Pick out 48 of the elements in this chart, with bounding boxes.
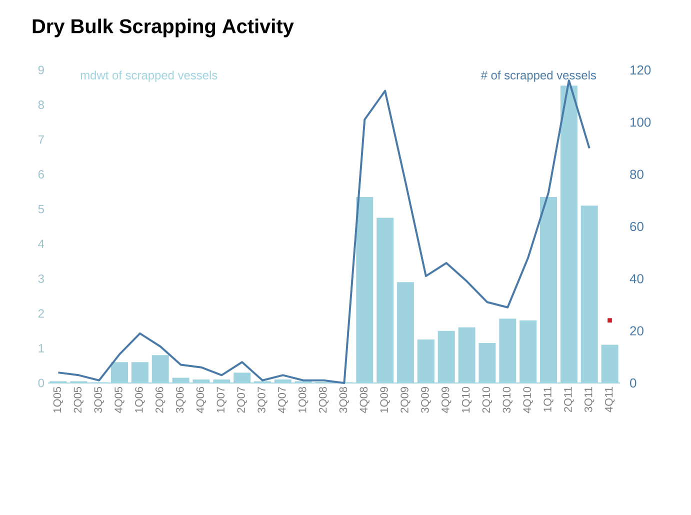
x-tick-label: 3Q09	[421, 387, 431, 413]
y2-tick-label: 0	[630, 378, 636, 388]
x-tick-label: 3Q07	[258, 387, 268, 413]
x-tick-label: 4Q10	[523, 386, 533, 414]
x-tick-label: 1Q06	[135, 387, 145, 412]
x-tick-label: 1Q07	[216, 387, 226, 412]
y-tick-label: 0	[38, 378, 44, 388]
x-tick-label: 4Q08	[360, 387, 370, 414]
y2-tick-label: 100	[630, 118, 651, 127]
x-tick-label: 3Q10	[502, 386, 512, 413]
x-tick-label: 3Q05	[94, 386, 104, 413]
y2-tick-label: 20	[630, 326, 644, 336]
x-tick-label: 4Q06	[196, 387, 206, 414]
x-tick-label: 2Q11	[564, 387, 574, 412]
y-tick-label: 6	[38, 170, 44, 179]
y2-tick-label: 80	[630, 170, 644, 179]
y2-tick-label: 60	[630, 222, 644, 232]
x-tick-label: 2Q05	[74, 386, 84, 413]
x-tick-label: 4Q11	[604, 387, 615, 412]
y-tick-label: 8	[38, 100, 44, 110]
x-tick-label: 1Q11	[544, 387, 554, 412]
chart-title: Dry Bulk Scrapping Activity	[32, 18, 294, 38]
x-tick-label: 1Q08	[298, 387, 308, 412]
x-tick-label: 4Q07	[278, 387, 288, 414]
x-tick-label: 3Q08	[339, 387, 350, 413]
y-tick-label: 3	[38, 274, 44, 283]
x-tick-label: 3Q06	[176, 387, 186, 413]
x-tick-label: 2Q08	[318, 387, 329, 413]
y-tick-label: 2	[38, 309, 44, 318]
x-tick-label: 3Q11	[584, 387, 594, 412]
text: # of scrapped vessels	[480, 70, 596, 82]
x-tick-label: 4Q09	[442, 387, 452, 414]
y2-tick-label: 40	[630, 274, 644, 284]
y-tick-label: 9	[38, 66, 44, 74]
x-tick-label: 1Q10	[462, 386, 472, 412]
y-tick-label: 7	[38, 135, 44, 144]
y2-tick-label: 120	[630, 65, 651, 75]
x-tick-label: 1Q05	[53, 386, 64, 412]
x-tick-label: 4Q05	[114, 386, 124, 414]
y-tick-label: 1	[38, 344, 44, 352]
x-tick-label: 2Q06	[156, 387, 166, 413]
x-tick-label: 1Q09	[380, 387, 390, 412]
x-tick-label: 2Q09	[400, 387, 410, 413]
x-tick-label: 2Q07	[237, 387, 247, 413]
x-tick-label: 2Q10	[482, 386, 492, 413]
y-tick-label: 4	[38, 240, 44, 248]
text: mdwt of scrapped vessels	[80, 70, 218, 82]
y-tick-label: 5	[38, 204, 44, 214]
